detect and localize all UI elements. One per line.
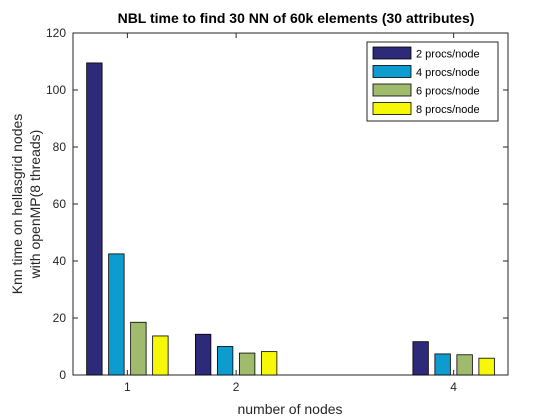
bar-4-procs-node-x1 bbox=[108, 253, 125, 376]
bar-2-procs-node-x4 bbox=[412, 341, 429, 376]
bar-6-procs-node-x1 bbox=[130, 321, 147, 376]
bar-2-procs-node-x2 bbox=[194, 333, 212, 376]
y-tick-label-20: 20 bbox=[53, 311, 67, 325]
chart-title: NBL time to find 30 NN of 60k elements (… bbox=[118, 10, 475, 26]
legend-swatch-2-procs-node bbox=[372, 46, 412, 60]
bar-8-procs-node-x2 bbox=[260, 351, 278, 376]
y-tick-label-60: 60 bbox=[53, 197, 67, 211]
legend-swatch-6-procs-node bbox=[372, 83, 412, 97]
y-tick-label-120: 120 bbox=[46, 26, 66, 40]
legend-label-4-procs-node: 4 procs/node bbox=[416, 67, 480, 79]
x-tick-label-1: 1 bbox=[124, 380, 131, 394]
bar-6-procs-node-x2 bbox=[238, 352, 256, 376]
y-tick-label-100: 100 bbox=[46, 83, 66, 97]
y-axis-label-line-1: Knn time on hellasgrid nodes bbox=[9, 114, 25, 295]
legend-label-6-procs-node: 6 procs/node bbox=[416, 86, 480, 98]
bar-8-procs-node-x4 bbox=[478, 357, 495, 376]
legend-swatch-8-procs-node bbox=[372, 102, 412, 115]
bar-2-procs-node-x1 bbox=[86, 62, 103, 376]
legend-label-2-procs-node: 2 procs/node bbox=[416, 49, 480, 61]
y-tick-label-40: 40 bbox=[53, 254, 67, 268]
legend-swatch-4-procs-node bbox=[372, 65, 412, 78]
legend: 2 procs/node 4 procs/node 6 procs/node 8 pr… bbox=[366, 41, 499, 122]
x-axis-label: number of nodes bbox=[237, 401, 342, 417]
x-tick-label-4: 4 bbox=[450, 380, 457, 394]
y-tick-label-80: 80 bbox=[53, 140, 67, 154]
bar-8-procs-node-x1 bbox=[152, 335, 169, 376]
y-axis-label-line-2: with openMP(8 threads) bbox=[27, 130, 43, 280]
y-axis-label: Knn time on hellasgrid nodes with openMP… bbox=[9, 114, 43, 295]
legend-label-8-procs-node: 8 procs/node bbox=[416, 104, 480, 116]
y-tick-label-0: 0 bbox=[59, 368, 66, 382]
x-tick-label-2: 2 bbox=[233, 380, 240, 394]
bar-6-procs-node-x4 bbox=[456, 354, 473, 376]
bar-4-procs-node-x2 bbox=[216, 346, 234, 376]
bar-4-procs-node-x4 bbox=[434, 353, 451, 376]
